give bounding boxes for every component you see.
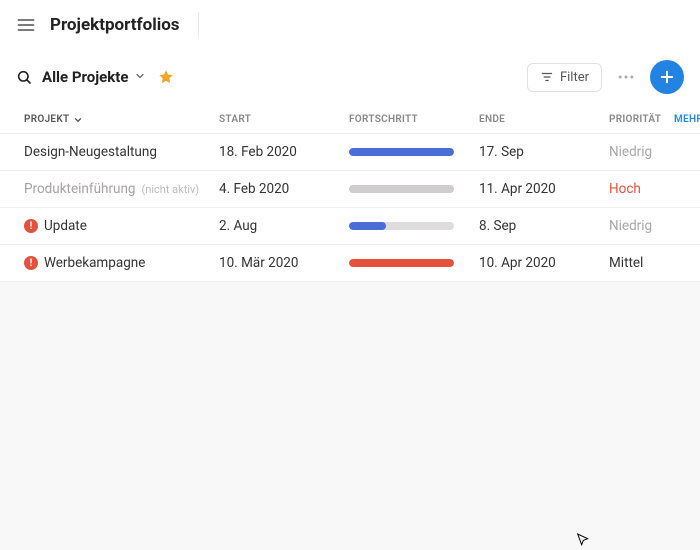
end-date: 11. Apr 2020 [479, 181, 609, 197]
project-name: Produkteinführung (nicht aktiv) [24, 181, 219, 197]
col-more[interactable]: MEHR [674, 114, 700, 125]
end-date: 8. Sep [479, 218, 609, 234]
table-body: Design-Neugestaltung18. Feb 202017. SepN… [0, 134, 700, 282]
top-bar: Projektportfolios [0, 0, 700, 50]
search-icon[interactable] [16, 69, 32, 85]
progress-bar-track [349, 259, 454, 267]
divider [198, 12, 199, 38]
view-selector[interactable]: Alle Projekte [42, 68, 146, 86]
progress-bar-track [349, 222, 454, 230]
project-name-text: Produkteinführung [24, 181, 136, 197]
start-date: 10. Mär 2020 [219, 255, 349, 271]
alert-icon: ! [24, 256, 38, 270]
end-date: 10. Apr 2020 [479, 255, 609, 271]
project-name-text: Werbekampagne [44, 255, 145, 271]
end-date: 17. Sep [479, 144, 609, 160]
alert-icon: ! [24, 219, 38, 233]
projects-table: PROJEKT START FORTSCHRITT ENDE PRIORITÄT… [0, 106, 700, 282]
table-row[interactable]: ! Werbekampagne 10. Mär 2020 10. Apr 2020Mi… [0, 245, 700, 282]
project-name-text: Design-Neugestaltung [24, 144, 157, 160]
progress-cell [349, 185, 479, 193]
progress-cell [349, 222, 479, 230]
progress-bar-track [349, 185, 454, 193]
table-row[interactable]: Design-Neugestaltung 18. Feb 2020 17. SepN… [0, 134, 700, 171]
col-end[interactable]: ENDE [479, 114, 609, 125]
inactive-label: (nicht aktiv) [142, 183, 200, 196]
project-name: ! Update [24, 218, 219, 234]
priority-label: Niedrig [609, 144, 674, 160]
priority-label: Hoch [609, 181, 674, 197]
progress-bar-track [349, 148, 454, 156]
project-name: ! Werbekampagne [24, 255, 219, 271]
table-row[interactable]: Produkteinführung (nicht aktiv)4. Feb 20… [0, 171, 700, 208]
table-row[interactable]: ! Update 2. Aug 8. SepNiedrig [0, 208, 700, 245]
progress-bar-fill [349, 185, 454, 193]
cursor-icon [575, 532, 591, 548]
sort-down-icon [73, 115, 83, 125]
progress-bar-fill [349, 148, 454, 156]
progress-bar-fill [349, 259, 454, 267]
view-title: Alle Projekte [42, 68, 128, 86]
col-progress[interactable]: FORTSCHRITT [349, 114, 479, 125]
progress-cell [349, 148, 479, 156]
col-priority[interactable]: PRIORITÄT [609, 114, 674, 125]
page-title: Projektportfolios [50, 15, 180, 35]
priority-label: Niedrig [609, 218, 674, 234]
filter-button[interactable]: Filter [527, 63, 602, 92]
chevron-down-icon [134, 68, 146, 86]
project-name: Design-Neugestaltung [24, 144, 219, 160]
start-date: 4. Feb 2020 [219, 181, 349, 197]
star-icon[interactable] [158, 69, 174, 85]
col-project[interactable]: PROJEKT [24, 114, 219, 125]
more-icon[interactable] [612, 63, 640, 91]
start-date: 18. Feb 2020 [219, 144, 349, 160]
add-button[interactable] [650, 60, 684, 94]
toolbar: Alle Projekte Filter [0, 50, 700, 106]
col-start[interactable]: START [219, 114, 349, 125]
priority-label: Mittel [609, 255, 674, 271]
start-date: 2. Aug [219, 218, 349, 234]
filter-icon [540, 70, 554, 84]
filter-label: Filter [560, 70, 589, 85]
progress-bar-fill [349, 222, 386, 230]
table-header: PROJEKT START FORTSCHRITT ENDE PRIORITÄT… [0, 106, 700, 134]
menu-icon[interactable] [16, 15, 36, 35]
project-name-text: Update [44, 218, 87, 234]
progress-cell [349, 259, 479, 267]
